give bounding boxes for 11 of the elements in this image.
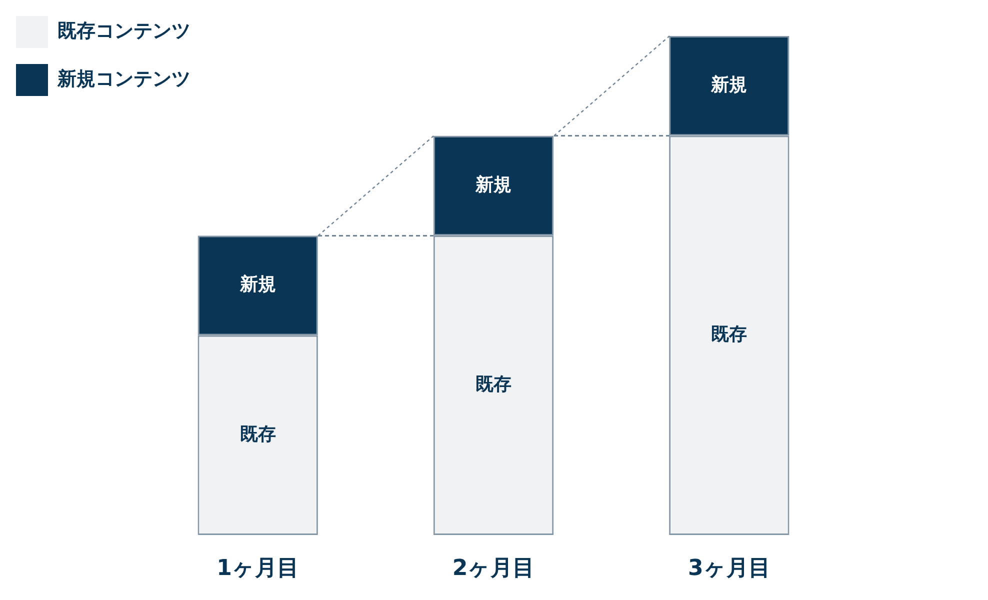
annotation: 新規 xyxy=(710,74,748,96)
x-tick-label: 1ヶ月目 xyxy=(216,556,299,581)
x-tick-label: 2ヶ月目 xyxy=(452,556,535,581)
annotation: 新規 xyxy=(474,174,512,196)
annotation: 既存 xyxy=(476,374,512,395)
annotation: 既存 xyxy=(240,424,276,445)
legend-label: 新規コンテンツ xyxy=(56,68,190,90)
annotation: 新規 xyxy=(238,274,276,296)
x-tick-label: 3ヶ月目 xyxy=(688,556,770,581)
legend-label: 既存コンテンツ xyxy=(58,20,190,42)
annotation: 既存 xyxy=(711,324,748,346)
